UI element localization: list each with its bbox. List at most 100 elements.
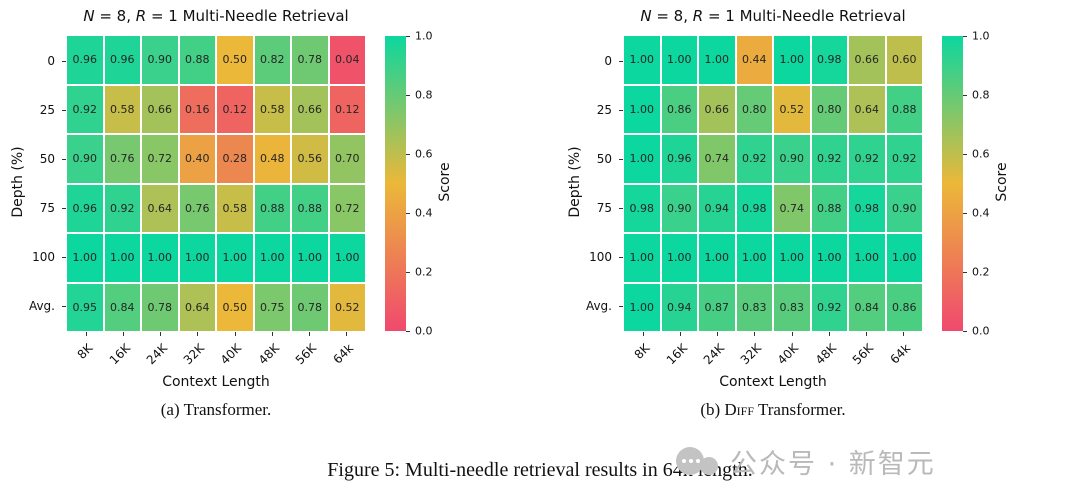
y-tick-label: 25 [596, 102, 612, 117]
x-axis-label: Context Length [162, 374, 270, 390]
heatmap-cell: 0.64 [179, 283, 215, 331]
heatmap-panel-diff-transformer: N = 8, R = 1 Multi-Needle Retrieval Dept… [557, 0, 1080, 445]
heatmap-cell: 1.00 [661, 36, 697, 84]
heatmap-cell: 1.00 [624, 135, 660, 183]
colorbar-tick-mark [406, 154, 410, 155]
heatmap-cell: 1.00 [329, 234, 365, 282]
heatmap-cell: 0.60 [886, 36, 922, 84]
heatmap-cell: 1.00 [624, 36, 660, 84]
y-tick-mark [62, 306, 66, 308]
colorbar-gradient [385, 36, 406, 331]
title-var-r: R [135, 7, 147, 25]
heatmap-cell: 1.00 [254, 234, 290, 282]
heatmap-cell: 0.92 [736, 135, 772, 183]
heatmap-cell: 1.00 [886, 234, 922, 282]
heatmap-cell: 0.78 [142, 283, 178, 331]
heatmap-cell: 1.00 [699, 36, 735, 84]
heatmap-cell: 0.92 [849, 135, 885, 183]
heatmap-cell: 1.00 [179, 234, 215, 282]
heatmap-cell: 0.52 [329, 283, 365, 331]
heatmap-cell: 0.92 [67, 85, 103, 133]
heatmap-cell: 0.40 [179, 135, 215, 183]
heatmap-cell: 0.70 [329, 135, 365, 183]
heatmap-cell: 0.78 [292, 36, 328, 84]
chart-title: N = 8, R = 1 Multi-Needle Retrieval [83, 7, 349, 25]
x-axis-label: Context Length [719, 374, 827, 390]
y-tick-mark [619, 109, 623, 111]
heatmap-cell: 0.56 [292, 135, 328, 183]
heatmap-cell: 1.00 [292, 234, 328, 282]
y-tick-labels: 0 25 50 75 100 Avg. [0, 36, 67, 331]
colorbar-label: Score [994, 162, 1010, 202]
y-tick-mark [619, 257, 623, 259]
y-tick-mark [62, 109, 66, 111]
colorbar-tick-label: 0.8 [415, 88, 433, 102]
y-tick-label: 75 [596, 201, 612, 216]
heatmap-cell: 1.00 [774, 234, 810, 282]
heatmap-cell: 0.98 [624, 184, 660, 232]
title-var-r: R [692, 7, 704, 25]
x-tick-mark [309, 332, 311, 336]
y-tick-mark [619, 208, 623, 210]
heatmap-cell: 0.90 [886, 184, 922, 232]
colorbar-tick-label: 1.0 [972, 29, 990, 43]
heatmap-cell: 0.88 [254, 184, 290, 232]
colorbar-tick-label: 0.6 [972, 147, 990, 161]
colorbar-gradient [942, 36, 963, 331]
heatmap-cell: 0.87 [699, 283, 735, 331]
title-var-n: N [83, 7, 95, 25]
colorbar-label: Score [437, 162, 453, 202]
heatmap-cell: 0.64 [142, 184, 178, 232]
x-tick-labels: 8K 16K 24K 32K 40K 48K 56K 64k [67, 332, 365, 380]
heatmap-cell: 0.83 [736, 283, 772, 331]
colorbar-tick-mark [963, 213, 967, 214]
heatmap-cell: 0.72 [329, 184, 365, 232]
y-tick-label: 100 [32, 250, 55, 265]
heatmap-cell: 0.90 [142, 36, 178, 84]
heatmap-cell: 0.58 [217, 184, 253, 232]
heatmap-cell: 0.84 [849, 283, 885, 331]
x-tick-mark [866, 332, 868, 336]
heatmap-cell: 0.50 [217, 283, 253, 331]
chart-title: N = 8, R = 1 Multi-Needle Retrieval [640, 7, 906, 25]
colorbar-tick-mark [406, 213, 410, 214]
heatmap-cell: 1.00 [661, 234, 697, 282]
colorbar-ticks: 1.0 0.8 0.6 0.4 0.2 0.0 [406, 30, 452, 338]
heatmap-cell: 0.92 [886, 135, 922, 183]
heatmap-cell: 0.92 [811, 283, 847, 331]
heatmap-cell: 0.94 [699, 184, 735, 232]
heatmap-cell: 1.00 [624, 283, 660, 331]
heatmap-cell: 0.96 [67, 184, 103, 232]
heatmap-cell: 0.95 [67, 283, 103, 331]
x-tick-mark [754, 332, 756, 336]
watermark: 公众号 · 新智元 [676, 442, 936, 481]
x-tick-mark [346, 332, 348, 336]
heatmap-cell: 0.80 [736, 85, 772, 133]
heatmap-cell: 0.64 [849, 85, 885, 133]
heatmap-cell: 0.86 [661, 85, 697, 133]
y-tick-label: 50 [39, 151, 55, 166]
heatmap-cell: 1.00 [624, 234, 660, 282]
colorbar-tick-label: 0.2 [972, 265, 990, 279]
x-tick-mark [271, 332, 273, 336]
heatmap-cell: 0.66 [142, 85, 178, 133]
y-tick-label: 0 [604, 53, 612, 68]
colorbar-tick-label: 1.0 [415, 29, 433, 43]
y-tick-label: 75 [39, 201, 55, 216]
subfigure-caption-a: (a) Transformer. [160, 400, 272, 419]
heatmap-cell: 0.58 [104, 85, 140, 133]
heatmap-cell: 0.90 [661, 184, 697, 232]
y-tick-label: 25 [39, 102, 55, 117]
x-tick-mark [85, 332, 87, 336]
colorbar-tick-mark [963, 331, 967, 332]
y-tick-mark [619, 60, 623, 62]
y-tick-mark [62, 257, 66, 259]
heatmap-cell: 1.00 [849, 234, 885, 282]
y-tick-mark [62, 60, 66, 62]
heatmap-cell: 0.96 [661, 135, 697, 183]
colorbar-tick-mark [963, 154, 967, 155]
heatmap-cell: 0.74 [774, 184, 810, 232]
heatmap-cell: 0.58 [254, 85, 290, 133]
heatmap-cell: 0.96 [67, 36, 103, 84]
